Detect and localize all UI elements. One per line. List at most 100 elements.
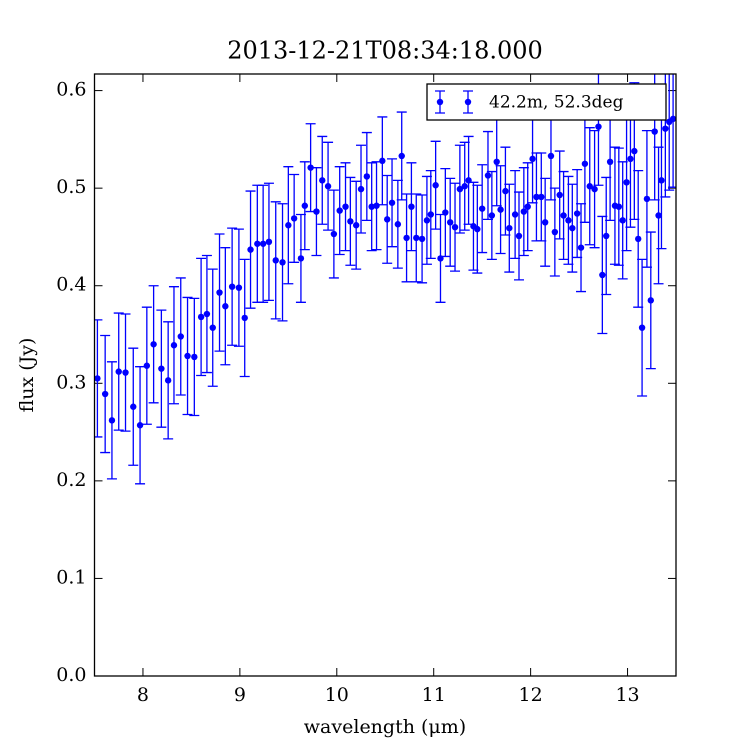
data-point <box>529 155 536 163</box>
data-point <box>408 203 415 210</box>
data-point <box>307 164 314 171</box>
data-point <box>330 230 338 238</box>
data-point <box>569 224 576 232</box>
data-point <box>515 232 523 240</box>
data-point <box>336 207 343 214</box>
x-tick-label: 12 <box>519 684 543 706</box>
data-point <box>403 234 410 242</box>
data-point <box>357 185 365 193</box>
x-tick-label: 8 <box>137 684 149 706</box>
data-point <box>474 225 481 233</box>
data-point <box>595 123 602 130</box>
data-point <box>319 177 326 184</box>
data-point <box>170 342 178 349</box>
y-tick-label: 0.4 <box>56 274 86 296</box>
data-point <box>158 365 165 372</box>
data-point <box>209 324 216 331</box>
data-point <box>379 157 386 165</box>
data-point <box>643 195 651 203</box>
y-tick-label: 0.0 <box>56 664 86 686</box>
y-tick-label: 0.6 <box>56 79 86 101</box>
data-point <box>591 185 598 193</box>
data-point <box>394 221 402 228</box>
data-point <box>216 289 223 296</box>
data-point <box>456 185 464 193</box>
y-tick-label: 0.2 <box>56 469 86 491</box>
legend-symbol <box>436 98 444 106</box>
data-point <box>631 147 638 155</box>
data-point <box>164 377 172 384</box>
data-point <box>150 341 157 348</box>
data-point <box>373 202 380 209</box>
data-point <box>235 284 243 291</box>
data-point <box>547 152 555 160</box>
data-point <box>573 210 581 217</box>
data-point <box>285 222 292 229</box>
x-tick-label: 9 <box>234 684 246 706</box>
data-point <box>506 224 513 232</box>
data-point <box>324 183 332 190</box>
data-point <box>191 353 198 361</box>
data-point <box>603 232 610 240</box>
data-point <box>658 177 665 184</box>
data-point <box>272 257 279 264</box>
data-point <box>259 240 267 247</box>
x-axis-label: wavelength (μm) <box>304 716 466 738</box>
data-point <box>635 235 642 243</box>
data-point <box>301 202 309 209</box>
data-point <box>265 238 273 246</box>
data-point <box>352 222 360 229</box>
data-point <box>623 179 630 186</box>
x-tick-label: 11 <box>422 684 446 706</box>
data-point <box>94 375 101 382</box>
data-point <box>136 422 144 429</box>
data-point <box>413 234 420 242</box>
data-point <box>524 203 531 210</box>
y-axis-label: flux (Jy) <box>16 338 38 413</box>
data-point <box>247 246 254 253</box>
data-point <box>502 187 509 195</box>
data-point <box>488 212 496 219</box>
data-point <box>577 244 585 251</box>
data-point <box>313 208 320 215</box>
data-point <box>177 333 184 340</box>
data-point <box>254 240 261 247</box>
data-point <box>651 128 658 135</box>
data-point <box>297 255 305 262</box>
data-point <box>662 125 669 132</box>
data-point <box>627 155 634 163</box>
data-point <box>551 228 559 236</box>
data-point <box>541 219 549 226</box>
data-point <box>290 215 298 222</box>
legend-label: 42.2m, 52.3deg <box>489 93 624 113</box>
legend-symbol <box>464 98 472 106</box>
data-point <box>398 152 405 160</box>
plot-frame <box>93 73 677 677</box>
data-point <box>586 183 593 190</box>
data-point <box>556 191 563 199</box>
data-point <box>432 182 439 189</box>
data-point <box>619 217 626 224</box>
chart-title: 2013-12-21T08:34:18.000 <box>227 37 543 65</box>
data-point <box>203 310 211 318</box>
data-point <box>143 362 151 369</box>
data-point <box>461 183 468 190</box>
data-point <box>101 390 109 398</box>
data-point <box>484 172 492 179</box>
data-point <box>538 193 545 201</box>
data-point <box>606 158 614 166</box>
data-point <box>388 199 396 206</box>
data-point <box>222 303 229 310</box>
data-point <box>533 193 540 201</box>
data-point <box>478 205 486 212</box>
x-tick-label: 10 <box>325 684 349 706</box>
data-point <box>493 158 500 166</box>
data-point <box>383 216 391 223</box>
data-point <box>520 208 528 215</box>
data-point <box>638 324 646 331</box>
data-point <box>347 218 354 225</box>
data-point <box>615 203 623 210</box>
data-point <box>418 235 426 243</box>
data-point <box>184 352 191 360</box>
